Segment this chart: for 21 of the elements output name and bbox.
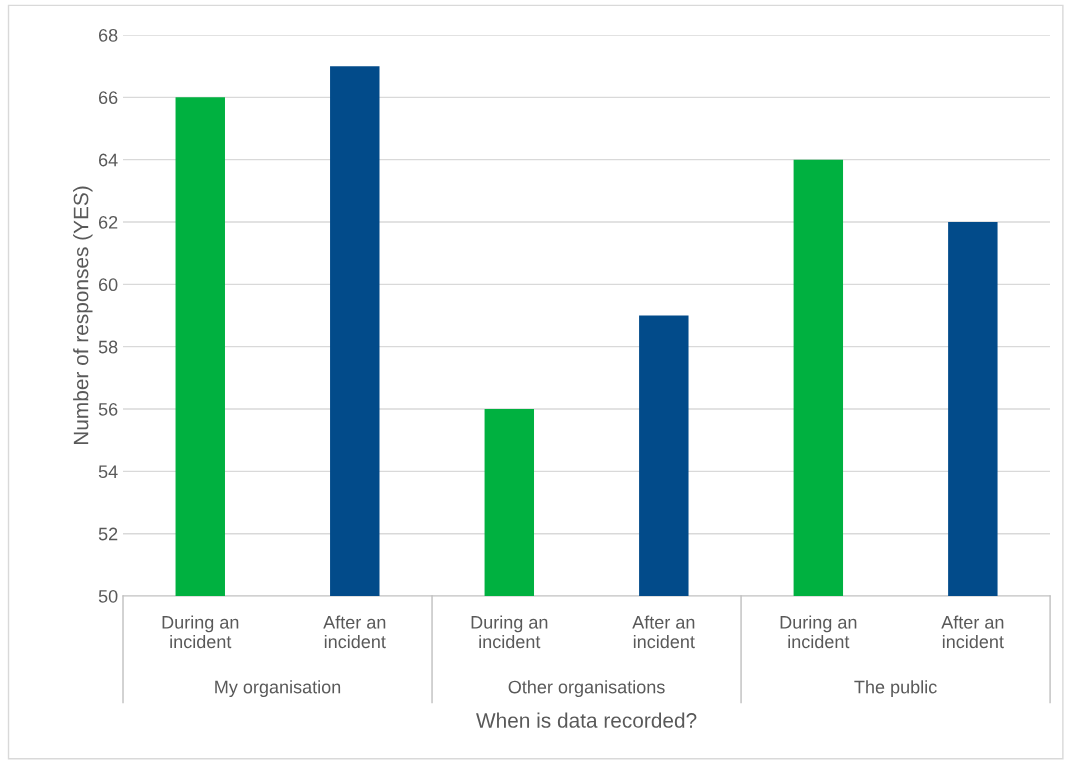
y-tick-label: 62: [98, 215, 118, 229]
x-tick-label: After an incident: [323, 615, 386, 649]
x-axis-title: When is data recorded?: [476, 712, 697, 728]
text: The public: [854, 680, 937, 697]
y-tick-label: 54: [98, 465, 118, 479]
x-tick-label: After an incident: [941, 615, 1004, 649]
y-tick-label: 56: [98, 402, 118, 416]
x-tick-label: During an incident: [471, 615, 548, 649]
y-tick-label: 50: [98, 589, 118, 603]
y-tick-label: 66: [98, 91, 118, 105]
y-axis-title: Number of responses (YES): [73, 186, 93, 445]
y-tick-label: 64: [98, 153, 118, 167]
y-tick-label: 52: [98, 527, 118, 541]
y-tick-label: 60: [98, 278, 118, 292]
text: Other organisations: [508, 680, 665, 697]
text: My organisation: [215, 680, 341, 697]
y-tick-label: 58: [98, 340, 118, 354]
x-tick-label: After an incident: [632, 615, 695, 649]
x-tick-label: During an incident: [780, 615, 857, 649]
x-tick-label: During an incident: [162, 615, 239, 649]
y-tick-label: 68: [98, 28, 118, 42]
